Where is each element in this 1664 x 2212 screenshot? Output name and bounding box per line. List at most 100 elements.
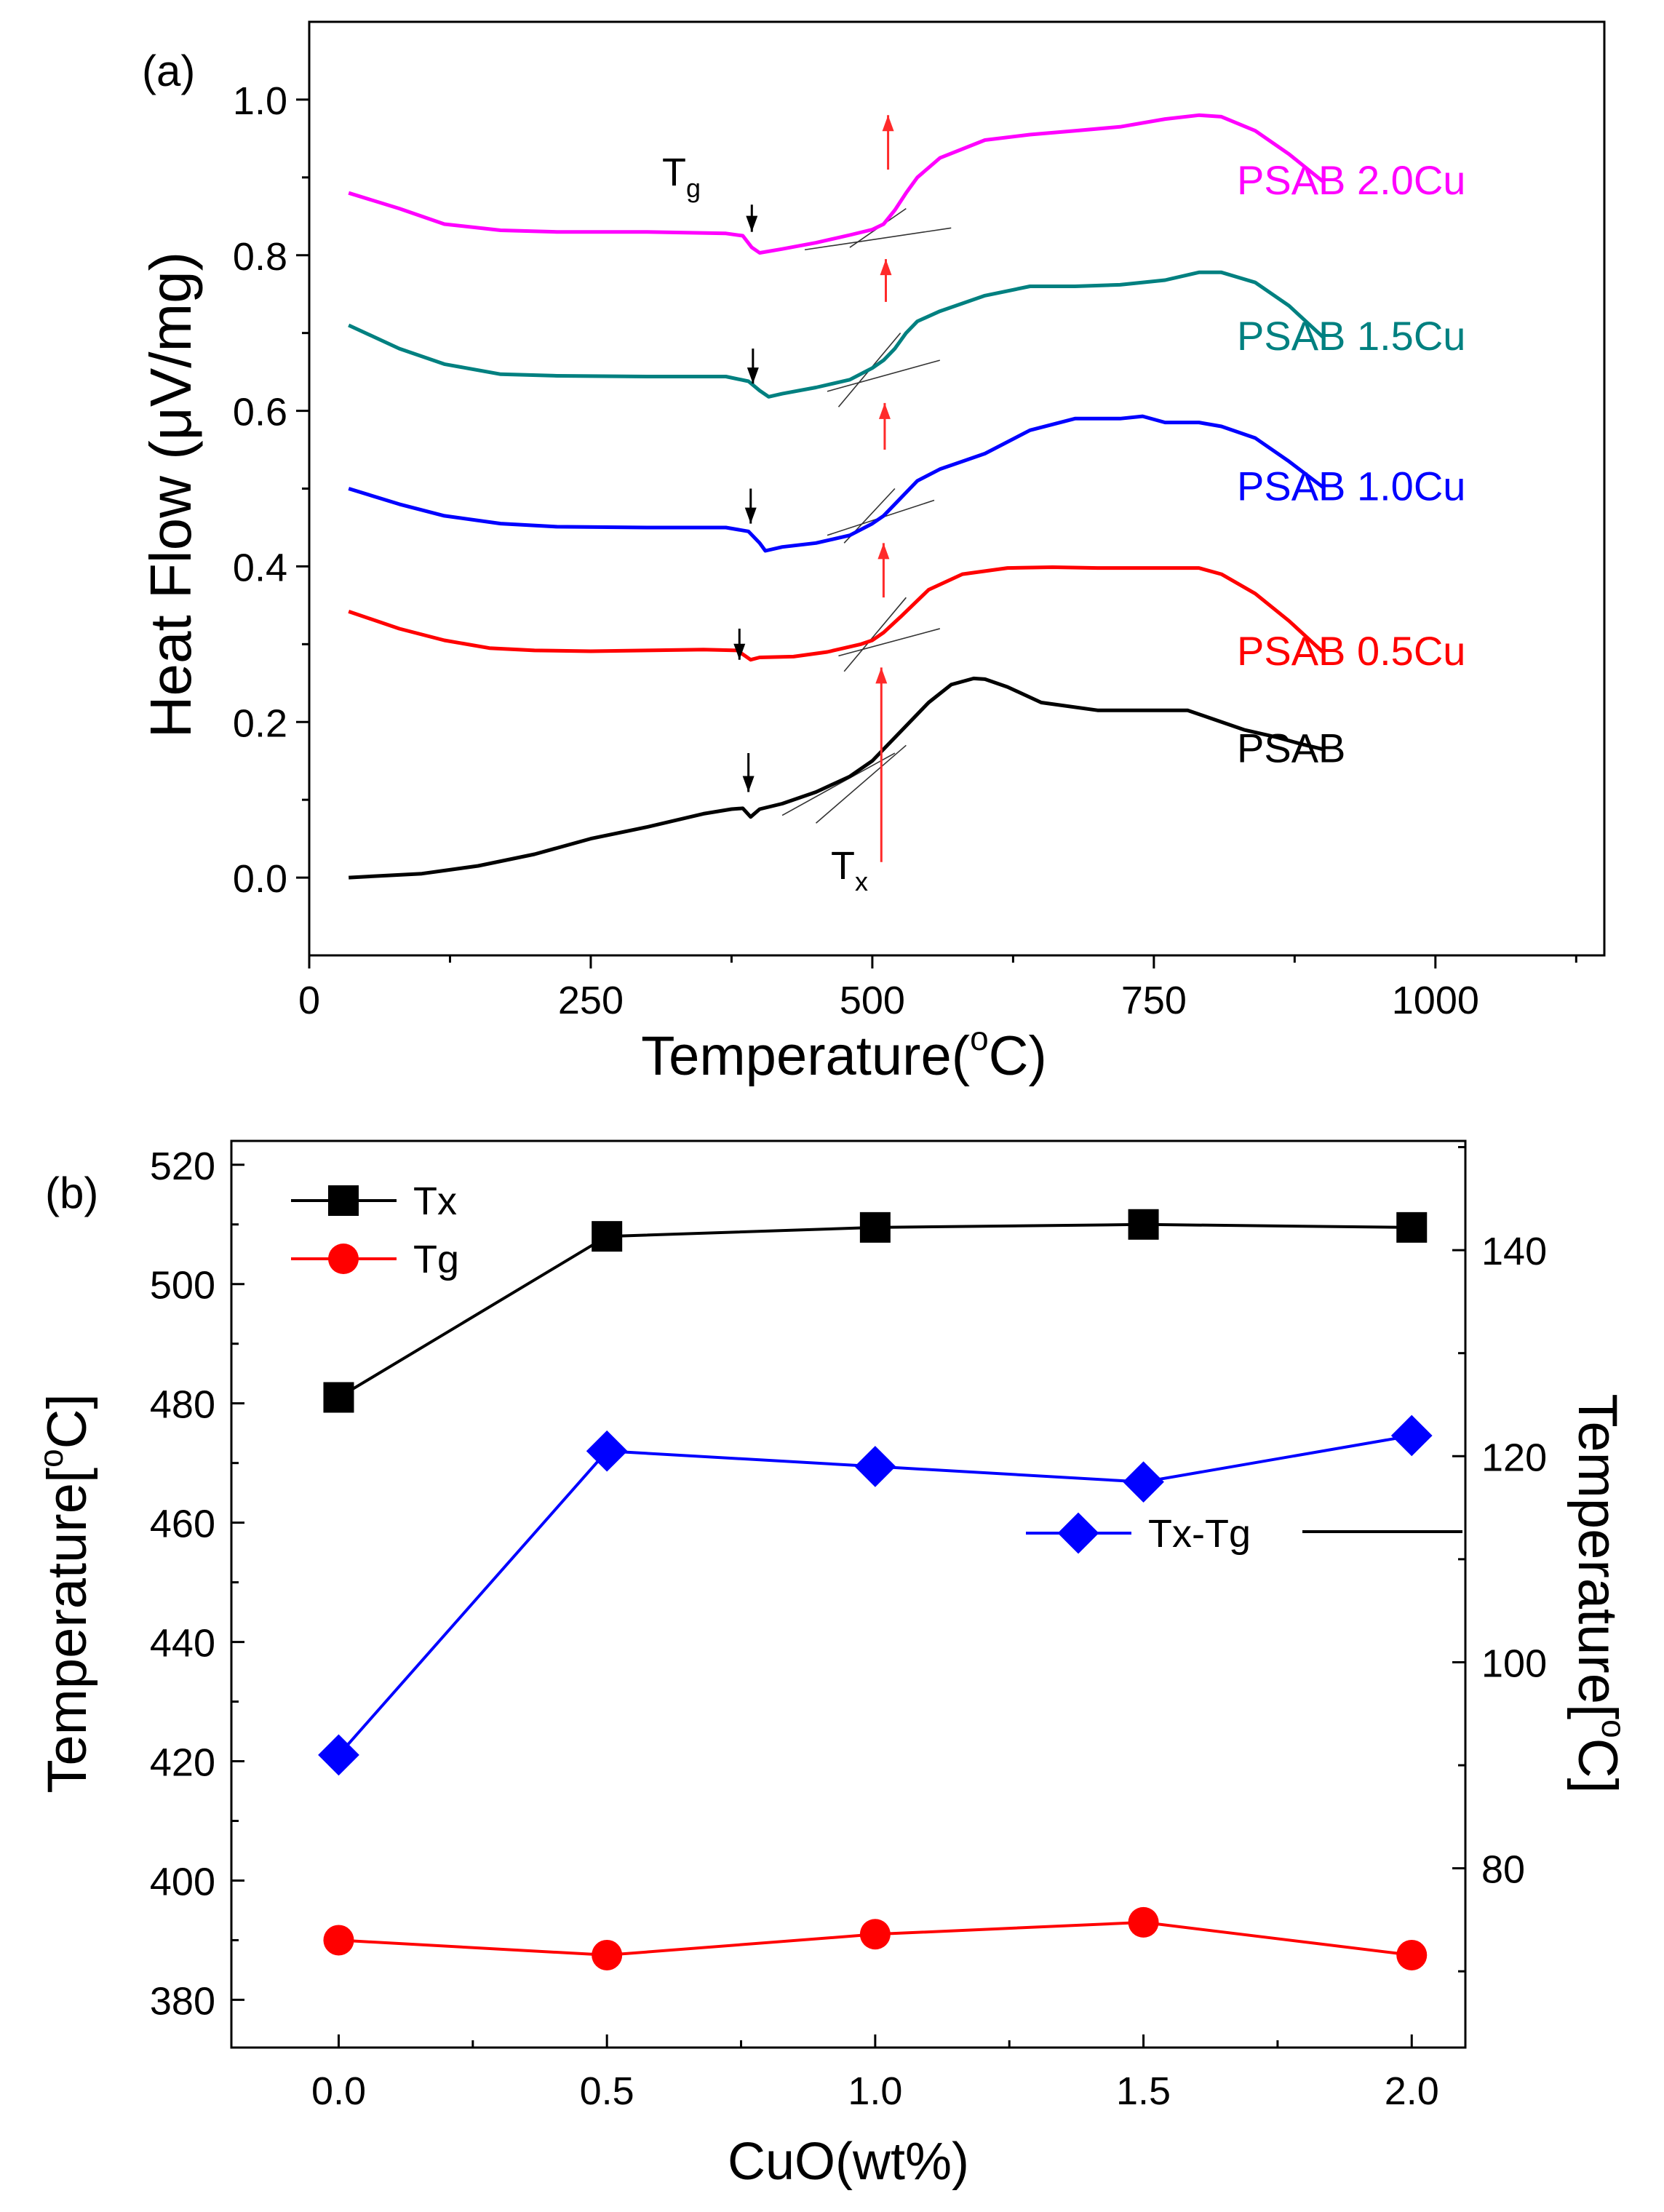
- tangent-line: [827, 359, 940, 392]
- x-axis-a: 0 250 500 750 1000: [298, 955, 1577, 1022]
- y2-tick-label-b: 80: [1481, 1848, 1525, 1892]
- panel-b: (b) 380 400 420 440 460 480 500 520 80 100 120 140…: [32, 1139, 1633, 2191]
- panel-a: (a) 0.0 0.2 0.4 0.6 0.8 1.0 0 250 500 750 1000 PS…: [138, 20, 1606, 1087]
- tangent-line: [838, 628, 940, 657]
- y-axis-left-b: 380 400 420 440 460 480 500 520: [150, 1145, 244, 2023]
- y-axis-title-a: Heat Flow (μV/mg): [138, 252, 203, 738]
- marker-tg: [592, 1939, 623, 1970]
- tg-arrow-head: [746, 215, 758, 232]
- y-axis-title-b: Temperature[oC]: [32, 1393, 98, 1793]
- y-axis-right-b: 80 100 120 140: [1452, 1145, 1547, 1973]
- y-tick-label-b: 400: [150, 1860, 215, 1903]
- y-tick-label-b: 380: [150, 1979, 215, 2023]
- x-axis-b: 0.0 0.5 1.0 1.5 2.0: [311, 2034, 1439, 2113]
- y2-axis-title-b: Temperature[oC]: [1567, 1393, 1633, 1793]
- legend-b: Tx Tg Tx-Tg: [291, 1179, 1462, 1556]
- x-tick-label-b: 0.5: [580, 2069, 634, 2113]
- legend-label: Tx: [413, 1179, 457, 1223]
- heat-flow-line-1: [348, 565, 1324, 662]
- marker-tx: [592, 1221, 623, 1252]
- tg-arrow-head: [747, 367, 759, 384]
- y-tick-label-b: 420: [150, 1741, 215, 1785]
- tg-arrow-head: [733, 643, 746, 660]
- tangent-line: [843, 597, 907, 672]
- marker-txtg: [318, 1734, 359, 1776]
- legend-label: Tx-Tg: [1148, 1512, 1251, 1556]
- marker-tg: [323, 1925, 354, 1956]
- heat-flow-line-3: [348, 270, 1324, 399]
- legend-label: Tg: [413, 1238, 459, 1281]
- heat-flow-line-4: [348, 113, 1324, 255]
- tangent-line: [781, 752, 896, 816]
- marker-txtg: [854, 1446, 896, 1487]
- x-tick-label-a: 1000: [1392, 979, 1479, 1022]
- x-tick-label-b: 2.0: [1385, 2069, 1439, 2113]
- marker-tg: [1396, 1939, 1428, 1970]
- series-label-a: PSAB 2.0Cu: [1237, 157, 1465, 203]
- y-tick-label-b: 460: [150, 1503, 215, 1546]
- y-tick-label-a: 0.0: [233, 857, 287, 901]
- y-tick-label-a: 0.4: [233, 546, 287, 589]
- series-label-a: PSAB 1.0Cu: [1237, 463, 1465, 509]
- legend-marker: [1057, 1512, 1099, 1554]
- y-tick-label-b: 520: [150, 1145, 215, 1188]
- series-label-a: PSAB: [1237, 725, 1345, 771]
- y-tick-label-b: 480: [150, 1383, 215, 1427]
- marker-txtg: [586, 1430, 628, 1472]
- tangent-guides-a: [781, 207, 952, 824]
- panel-label-a: (a): [142, 47, 195, 95]
- marker-txtg: [1123, 1461, 1164, 1503]
- marker-tx: [859, 1212, 891, 1243]
- legend-marker: [328, 1244, 359, 1274]
- y-tick-label-b: 440: [150, 1622, 215, 1666]
- arrow-annotations-a: [733, 115, 894, 862]
- x-tick-label-b: 1.0: [848, 2069, 902, 2113]
- y2-tick-label-b: 100: [1481, 1642, 1547, 1685]
- marker-tg: [859, 1919, 891, 1950]
- marker-tx: [1128, 1209, 1159, 1240]
- x-tick-label-a: 250: [558, 979, 624, 1022]
- x-tick-label-a: 500: [840, 979, 905, 1022]
- marker-txtg: [1390, 1415, 1433, 1457]
- x-tick-label-a: 0: [298, 979, 320, 1022]
- marker-tx: [1396, 1212, 1428, 1243]
- tangent-line: [815, 744, 907, 824]
- x-tick-label-b: 0.0: [311, 2069, 366, 2113]
- y-tick-label-a: 0.6: [233, 391, 287, 434]
- x-tick-label-a: 750: [1121, 979, 1187, 1022]
- series-group-b: [318, 1209, 1433, 1970]
- tg-arrow-head: [744, 507, 757, 524]
- marker-tg: [1128, 1906, 1159, 1938]
- legend-marker: [328, 1185, 359, 1216]
- series-labels-a: PSAB PSAB 0.5Cu PSAB 1.0Cu PSAB 1.5Cu PSAB 2…: [1237, 157, 1465, 771]
- tx-arrow-head: [880, 259, 892, 276]
- y2-tick-label-b: 120: [1481, 1436, 1547, 1479]
- series-label-a: PSAB 0.5Cu: [1237, 628, 1465, 674]
- marker-tx: [323, 1382, 354, 1413]
- x-axis-title-a: Temperature(oC): [641, 1019, 1047, 1087]
- line-tx: [338, 1222, 1412, 1399]
- tg-annotation: Tg: [662, 151, 701, 203]
- y-tick-label-a: 0.2: [233, 701, 287, 745]
- tangent-line: [804, 227, 952, 251]
- tg-arrow-head: [742, 776, 755, 792]
- panel-label-b: (b): [45, 1169, 98, 1217]
- y-tick-label-a: 0.8: [233, 235, 287, 279]
- plot-frame-b: [230, 1139, 1467, 2049]
- x-tick-label-b: 1.5: [1116, 2069, 1171, 2113]
- x-axis-title-b: CuO(wt%): [728, 2133, 969, 2191]
- tx-annotation: Tx: [831, 844, 868, 896]
- y-tick-label-a: 1.0: [233, 79, 287, 123]
- heat-flow-line-0: [349, 676, 1323, 880]
- tx-arrow-head: [877, 543, 890, 560]
- y-axis-a: 0.0 0.2 0.4 0.6 0.8 1.0: [233, 79, 309, 901]
- tx-arrow-head: [878, 402, 891, 419]
- series-group-a: [348, 113, 1324, 880]
- heat-flow-line-2: [348, 414, 1324, 553]
- tx-arrow-head: [875, 667, 888, 684]
- y-tick-label-b: 500: [150, 1264, 215, 1308]
- tx-arrow-head: [882, 115, 894, 132]
- series-label-a: PSAB 1.5Cu: [1237, 313, 1465, 359]
- y2-tick-label-b: 140: [1481, 1230, 1547, 1273]
